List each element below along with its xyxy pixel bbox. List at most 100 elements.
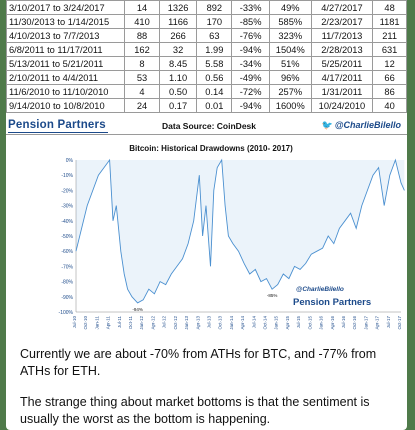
table-cell: 0.50: [158, 84, 198, 99]
table-cell: 0.56: [196, 70, 233, 85]
x-tick-label: Oct-10: [83, 316, 88, 330]
table-cell: -72%: [231, 84, 270, 99]
table-cell: 96%: [268, 70, 312, 85]
table-cell: 4/17/2011: [310, 70, 374, 85]
y-tick-label: -20%: [61, 188, 73, 194]
table-cell: 0.14: [196, 84, 233, 99]
table-cell: -94%: [231, 42, 270, 57]
table-cell: -49%: [231, 70, 270, 85]
y-tick-label: -100%: [59, 310, 74, 316]
x-tick-label: Jan-11: [94, 316, 99, 330]
x-tick-label: Apr-17: [375, 316, 380, 330]
x-tick-label: Jul-12: [162, 316, 167, 329]
x-tick-label: Jul-11: [117, 316, 122, 328]
table-cell: 11/30/2013 to 1/14/2015: [6, 14, 126, 29]
twitter-handle-text: @CharlieBilello: [334, 120, 401, 130]
y-tick-label: -90%: [61, 295, 73, 301]
x-tick-label: Oct-14: [263, 316, 268, 330]
y-tick-label: -30%: [61, 204, 73, 210]
table-cell: 4/27/2017: [310, 0, 374, 15]
x-tick-label: Oct-17: [397, 316, 402, 330]
drawdown-chart: Bitcoin: Historical Drawdowns (2010- 201…: [6, 140, 407, 335]
table-cell: 24: [124, 98, 160, 113]
table-cell: 5.58: [196, 56, 233, 71]
x-tick-label: Jul-14: [251, 316, 256, 329]
x-tick-label: Jan-12: [139, 316, 144, 330]
table-cell: 88: [124, 28, 160, 43]
table-cell: 585%: [268, 14, 312, 29]
table-cell: 53: [124, 70, 160, 85]
table-cell: 1/31/2011: [310, 84, 374, 99]
table-cell: 257%: [268, 84, 312, 99]
table-cell: 1.10: [158, 70, 198, 85]
y-tick-label: -40%: [61, 219, 73, 225]
table-cell: 2/28/2013: [310, 42, 374, 57]
table-cell: 1326: [158, 0, 198, 15]
x-tick-label: Oct-12: [173, 316, 178, 330]
annotation-label: -94%: [132, 307, 143, 312]
x-tick-label: Apr-15: [285, 316, 290, 330]
message-paragraph-2: The strange thing about market bottoms i…: [20, 395, 370, 426]
table-cell: 32: [158, 42, 198, 57]
twitter-bird-icon: 🐦: [321, 120, 333, 130]
y-tick-label: -50%: [61, 234, 73, 240]
x-tick-label: Jul-13: [206, 316, 211, 329]
table-cell: 266: [158, 28, 198, 43]
table-row: 3/10/2017 to 3/24/2017 14 1326 892 -33% 49% 4/…: [6, 0, 407, 15]
x-tick-label: Apr-13: [195, 316, 200, 330]
x-tick-label: Oct-13: [218, 316, 223, 330]
table-cell: 892: [196, 0, 233, 15]
table-cell: 9/14/2010 to 10/8/2010: [6, 98, 126, 113]
table-cell: 2/23/2017: [310, 14, 374, 29]
table-cell: 40: [372, 98, 407, 113]
message-card: 3/10/2017 to 3/24/2017 14 1326 892 -33% 49% 4/…: [6, 0, 407, 430]
x-tick-label: Jan-15: [274, 316, 279, 330]
series-line: [75, 158, 405, 304]
table-cell: -33%: [231, 0, 270, 15]
table-cell: 1181: [372, 14, 407, 29]
message-paragraph-1: Currently we are about -70% from ATHs fo…: [20, 347, 377, 378]
table-cell: 49%: [268, 0, 312, 15]
table-cell: -34%: [231, 56, 270, 71]
table-cell: 1600%: [268, 98, 312, 113]
x-tick-label: Apr-12: [150, 316, 155, 330]
table-cell: 63: [196, 28, 233, 43]
series-area: [76, 160, 405, 303]
table-cell: -85%: [231, 14, 270, 29]
table-row: 4/10/2013 to 7/7/2013 88 266 63 -76% 323% 11/7…: [6, 28, 407, 43]
table-cell: 170: [196, 14, 233, 29]
table-cell: 211: [372, 28, 407, 43]
brand-logo: Pension Partners: [8, 119, 106, 131]
watermark-handle: @CharlieBilello: [296, 286, 344, 293]
table-cell: 0.17: [158, 98, 198, 113]
y-tick-label: -10%: [61, 173, 73, 179]
x-tick-label: Jan-16: [319, 316, 324, 330]
table-row: 6/8/2011 to 11/17/2011 162 32 1.99 -94% 1504%…: [6, 42, 407, 57]
table-cell: -94%: [231, 98, 270, 113]
y-tick-label: -80%: [61, 280, 73, 286]
table-cell: 6/8/2011 to 11/17/2011: [6, 42, 126, 57]
table-cell: 3/10/2017 to 3/24/2017: [6, 0, 126, 15]
message-text: Currently we are about -70% from ATHs fo…: [20, 346, 405, 430]
table-footer: Pension Partners Data Source: CoinDesk 🐦…: [6, 118, 407, 135]
table-row: 9/14/2010 to 10/8/2010 24 0.17 0.01 -94% 1600…: [6, 98, 407, 113]
chart-title: Bitcoin: Historical Drawdowns (2010- 201…: [129, 144, 293, 153]
x-tick-label: Jul-16: [341, 316, 346, 329]
table-cell: 5/25/2011: [310, 56, 374, 71]
table-cell: 8: [124, 56, 160, 71]
x-tick-label: Oct-16: [352, 316, 357, 330]
table-cell: 1.99: [196, 42, 233, 57]
table-cell: 5/13/2011 to 5/21/2011: [6, 56, 126, 71]
table-cell: 4: [124, 84, 160, 99]
table-cell: 410: [124, 14, 160, 29]
annotation-label: -85%: [267, 293, 278, 298]
x-tick-label: Oct-15: [307, 316, 312, 330]
x-tick-label: Jan-14: [229, 316, 234, 330]
table-row: 5/13/2011 to 5/21/2011 8 8.45 5.58 -34% 51% 5/…: [6, 56, 407, 71]
table-cell: 4/10/2013 to 7/7/2013: [6, 28, 126, 43]
table-cell: 11/7/2013: [310, 28, 374, 43]
table-row: 11/6/2010 to 11/10/2010 4 0.50 0.14 -72% 257%…: [6, 84, 407, 99]
table-cell: 51%: [268, 56, 312, 71]
x-tick-label: Apr-14: [240, 316, 245, 330]
y-tick-label: -60%: [61, 249, 73, 255]
